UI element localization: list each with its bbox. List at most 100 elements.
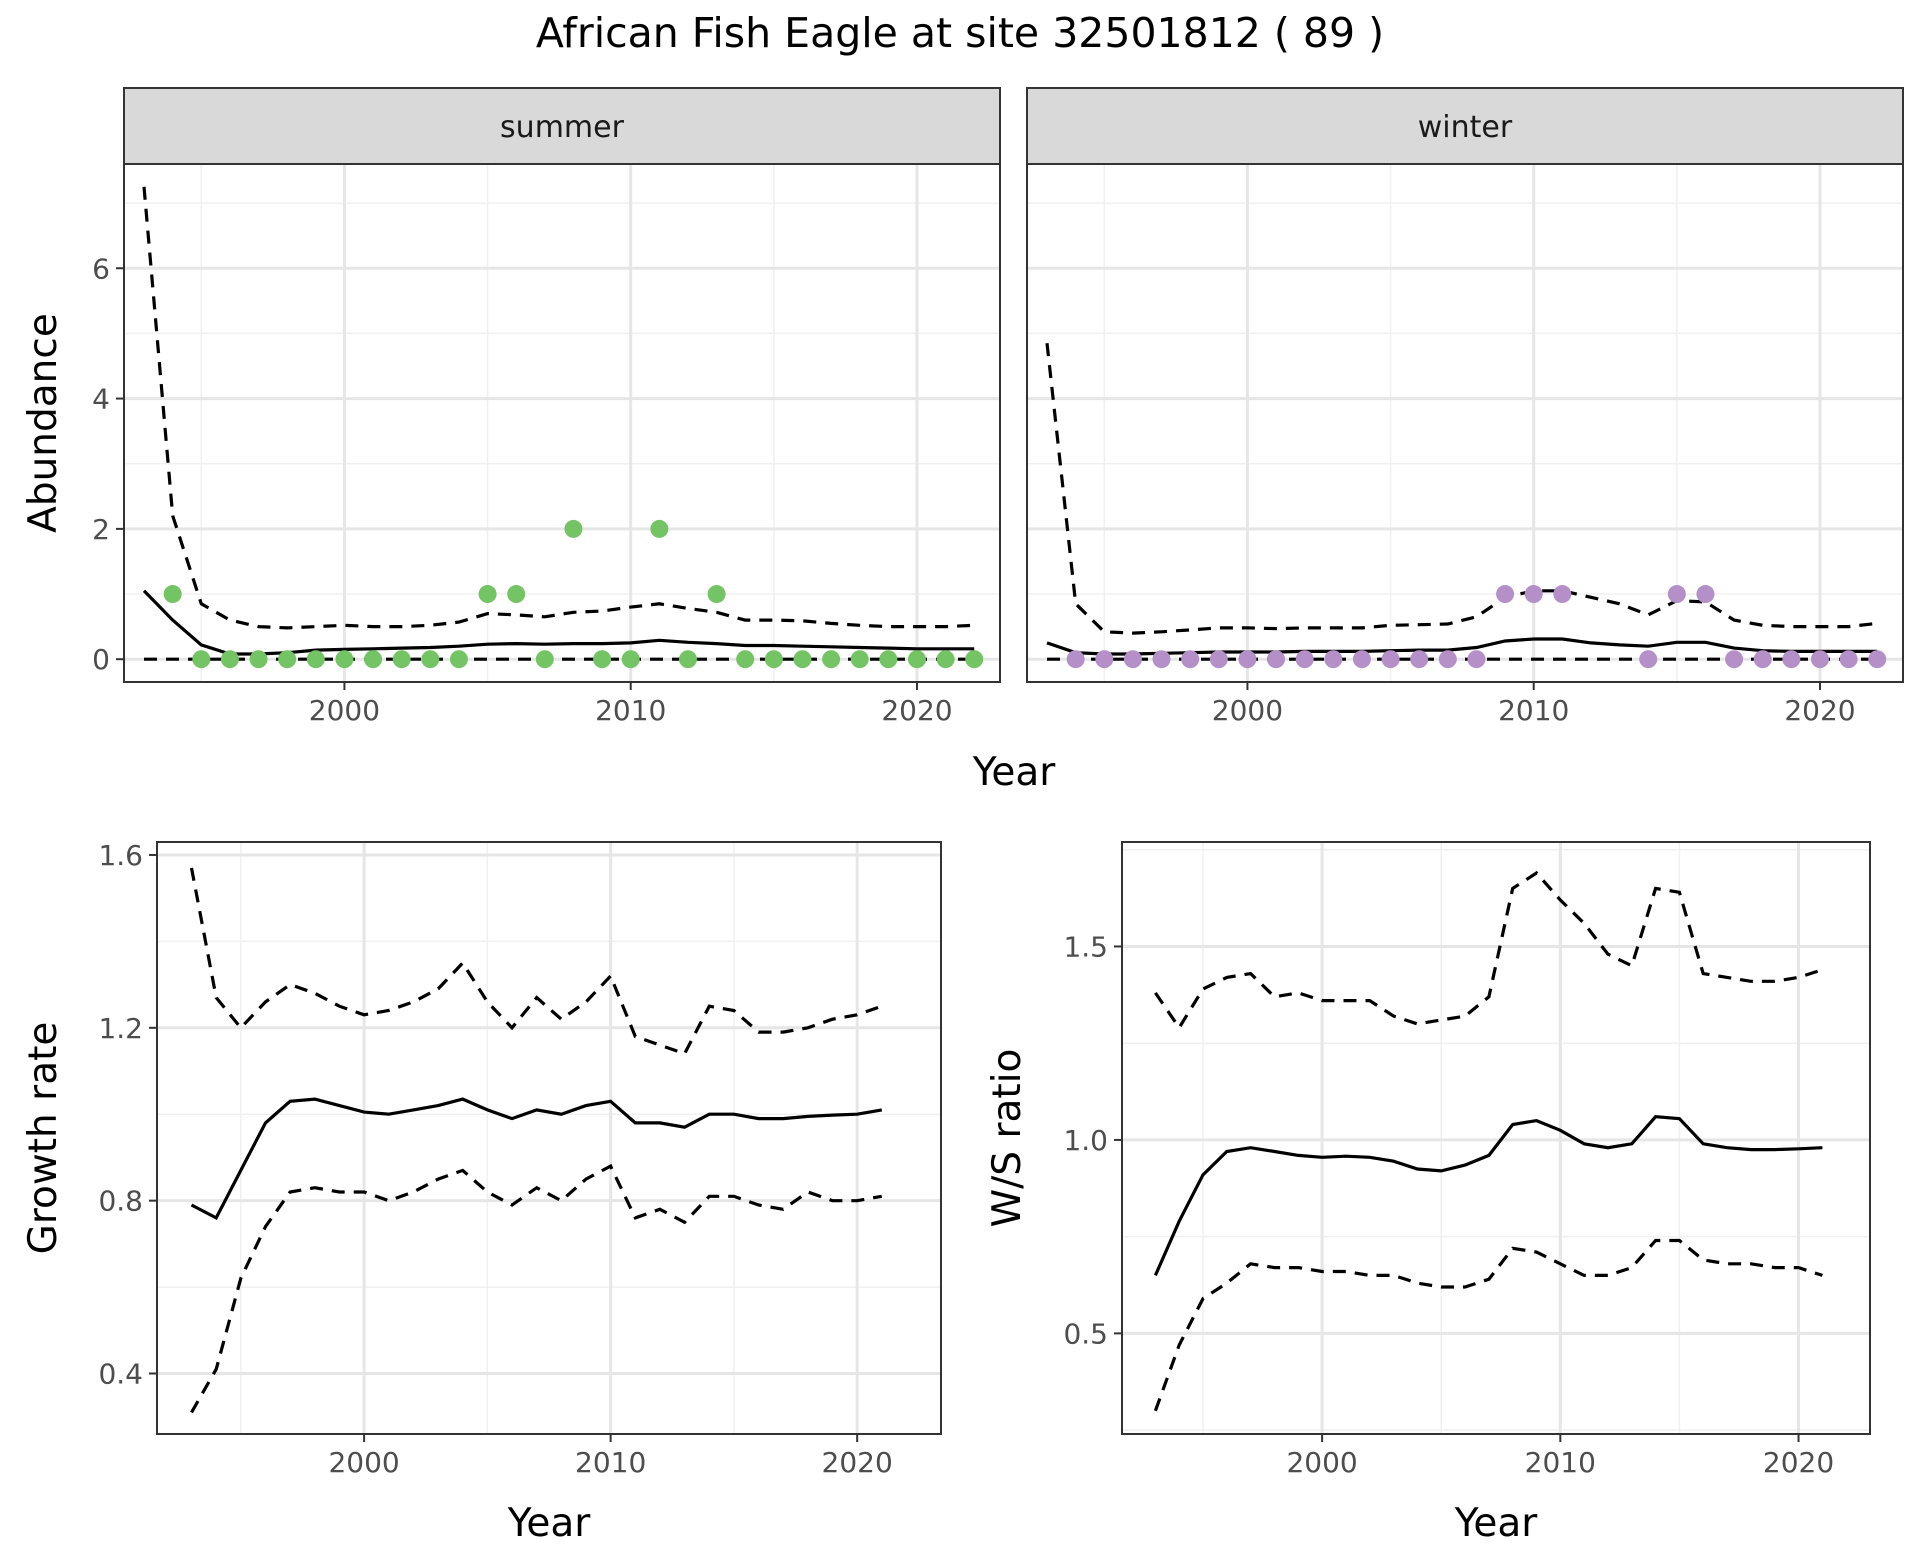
observed-point xyxy=(907,650,926,669)
ws-ratio-panel: 2000 2010 2020 0.5 1.0 1.5 xyxy=(1063,841,1871,1479)
observed-point xyxy=(764,650,783,669)
observed-point xyxy=(1782,650,1801,669)
observed-point xyxy=(564,519,583,538)
y-tick-label: 6 xyxy=(92,252,110,285)
observed-point xyxy=(392,650,411,669)
figure-title: African Fish Eagle at site 32501812 ( 89… xyxy=(536,9,1384,57)
x-tick-label: 2010 xyxy=(575,1446,646,1479)
panel-border xyxy=(156,841,942,1435)
observed-point xyxy=(1696,585,1715,604)
observed-point xyxy=(220,650,239,669)
observed-point xyxy=(1667,585,1686,604)
observed-point xyxy=(535,650,554,669)
y-tick-label: 1.5 xyxy=(1063,930,1108,963)
observed-point xyxy=(478,585,497,604)
observed-point xyxy=(1123,650,1142,669)
observed-point xyxy=(192,650,211,669)
observed-point xyxy=(507,585,526,604)
y-tick-label: 1.2 xyxy=(98,1012,143,1045)
y-tick-label: 0.4 xyxy=(98,1358,143,1391)
observed-point xyxy=(1295,650,1314,669)
observed-point xyxy=(1810,650,1829,669)
x-tick-label: 2000 xyxy=(309,694,380,727)
upper-bound-line xyxy=(142,186,975,630)
observed-point xyxy=(1639,650,1658,669)
observed-point xyxy=(621,650,640,669)
x-tick-label: 2020 xyxy=(1784,694,1855,727)
observed-point xyxy=(936,650,955,669)
abundance-x-axis-title: Year xyxy=(972,750,1057,795)
strip-label: winter xyxy=(1418,110,1513,145)
strip-winter xyxy=(1026,87,1904,165)
strip-label: summer xyxy=(500,110,625,145)
observed-point xyxy=(650,519,669,538)
observed-point xyxy=(1352,650,1371,669)
observed-point xyxy=(850,650,869,669)
panel-border xyxy=(1026,163,1904,683)
estimate-line xyxy=(142,589,975,656)
x-tick-label: 2020 xyxy=(881,694,952,727)
y-tick-label: 0.8 xyxy=(98,1185,143,1218)
x-tick-label: 2000 xyxy=(328,1446,399,1479)
observed-point xyxy=(1438,650,1457,669)
observed-point xyxy=(593,650,612,669)
observed-point xyxy=(421,650,440,669)
abundance-y-axis-title: Abundance xyxy=(21,313,66,533)
observed-point xyxy=(1725,650,1744,669)
observed-point xyxy=(1496,585,1515,604)
observed-point xyxy=(965,650,984,669)
observed-point xyxy=(1524,585,1543,604)
observed-point xyxy=(1238,650,1257,669)
observed-point xyxy=(822,650,841,669)
y-tick-label: 1.0 xyxy=(1063,1124,1108,1157)
observed-point xyxy=(1324,650,1343,669)
observed-point xyxy=(449,650,468,669)
observed-point xyxy=(1410,650,1429,669)
upper-bound-line xyxy=(1045,343,1878,635)
y-tick-label: 0 xyxy=(92,643,110,676)
observed-point xyxy=(1753,650,1772,669)
observed-point xyxy=(707,585,726,604)
observed-point xyxy=(364,650,383,669)
observed-point xyxy=(1381,650,1400,669)
observed-point xyxy=(1152,650,1171,669)
y-tick-label: 4 xyxy=(92,383,110,416)
panel-border xyxy=(123,163,1001,683)
observed-point xyxy=(1868,650,1887,669)
observed-point xyxy=(1267,650,1286,669)
lower-bound-line xyxy=(1153,1238,1823,1412)
observed-point xyxy=(678,650,697,669)
ws-y-axis-title: W/S ratio xyxy=(985,1049,1030,1228)
observed-point xyxy=(278,650,297,669)
x-tick-label: 2010 xyxy=(595,694,666,727)
estimate-line xyxy=(1153,1115,1823,1277)
strip-summer xyxy=(123,87,1001,165)
upper-bound-line xyxy=(1154,870,1823,1031)
estimate-line xyxy=(190,1097,883,1221)
facet-winter: 2000 2010 2020 winter xyxy=(1026,87,1904,727)
x-tick-label: 2000 xyxy=(1286,1446,1357,1479)
y-tick-label: 0.5 xyxy=(1063,1317,1108,1350)
observed-point xyxy=(1181,650,1200,669)
growth-x-axis-title: Year xyxy=(507,1501,592,1546)
observed-point xyxy=(1209,650,1228,669)
observed-point xyxy=(879,650,898,669)
observed-point xyxy=(1095,650,1114,669)
observed-point xyxy=(793,650,812,669)
y-tick-label: 2 xyxy=(92,513,110,546)
lower-bound-line xyxy=(190,1163,883,1414)
observed-point xyxy=(163,585,182,604)
observed-point xyxy=(1839,650,1858,669)
observed-point xyxy=(249,650,268,669)
x-tick-label: 2010 xyxy=(1498,694,1569,727)
observed-point xyxy=(736,650,755,669)
y-tick-label: 1.6 xyxy=(98,839,143,872)
estimate-line xyxy=(1046,637,1878,656)
x-tick-label: 2000 xyxy=(1212,694,1283,727)
observed-point xyxy=(1467,650,1486,669)
x-tick-label: 2010 xyxy=(1525,1446,1596,1479)
upper-bound-line xyxy=(189,867,883,1056)
observed-point xyxy=(1553,585,1572,604)
observed-point xyxy=(335,650,354,669)
